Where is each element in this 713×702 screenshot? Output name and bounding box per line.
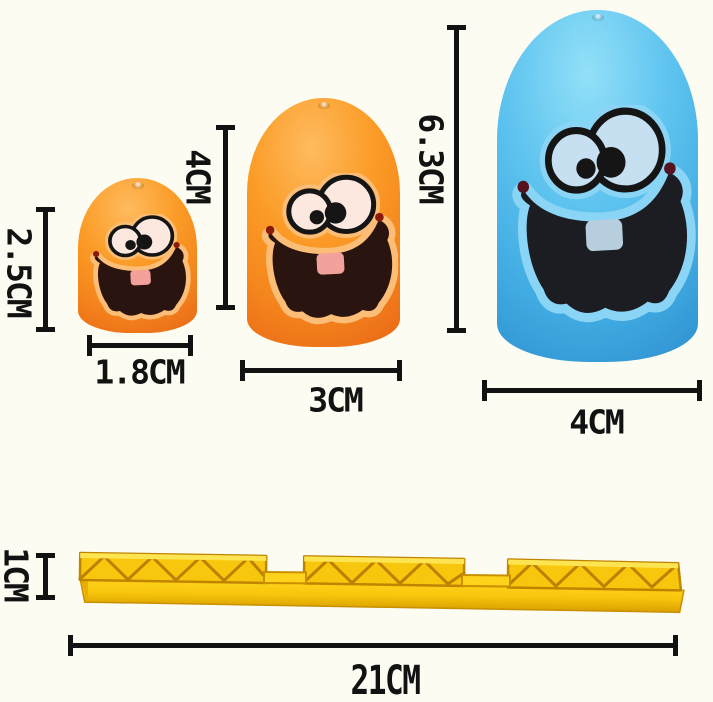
top-hole	[131, 182, 144, 189]
medium-toy-height-line	[216, 125, 235, 310]
top-hole	[317, 102, 330, 109]
track-height-label: 1CM	[0, 547, 36, 601]
small-toy-width-line	[87, 335, 193, 356]
medium-orange-toy	[247, 98, 400, 347]
track-height-line	[36, 553, 55, 600]
yellow-track	[77, 541, 688, 619]
small-toy-height-line	[36, 207, 55, 332]
small-toy-width-label: 1.8CM	[94, 352, 185, 392]
small-toy-height-label: 2.5CM	[0, 227, 39, 317]
medium-toy-height-label: 4CM	[178, 149, 218, 203]
large-blue-toy	[497, 10, 698, 362]
track-length-line	[68, 635, 678, 656]
large-toy-height-line	[447, 25, 466, 333]
medium-toy-width-line	[240, 360, 402, 381]
monster-face	[85, 214, 191, 324]
track-graphic	[78, 551, 685, 614]
large-toy-width-line	[482, 380, 702, 401]
large-toy-height-label: 6.3CM	[411, 113, 451, 203]
monster-face	[255, 173, 399, 330]
small-orange-toy	[78, 178, 197, 333]
large-toy-width-label: 4CM	[569, 402, 625, 442]
medium-toy-width-label: 3CM	[308, 380, 364, 420]
track-length-label: 21CM	[350, 658, 421, 702]
monster-face	[503, 105, 696, 330]
top-hole	[591, 14, 604, 21]
